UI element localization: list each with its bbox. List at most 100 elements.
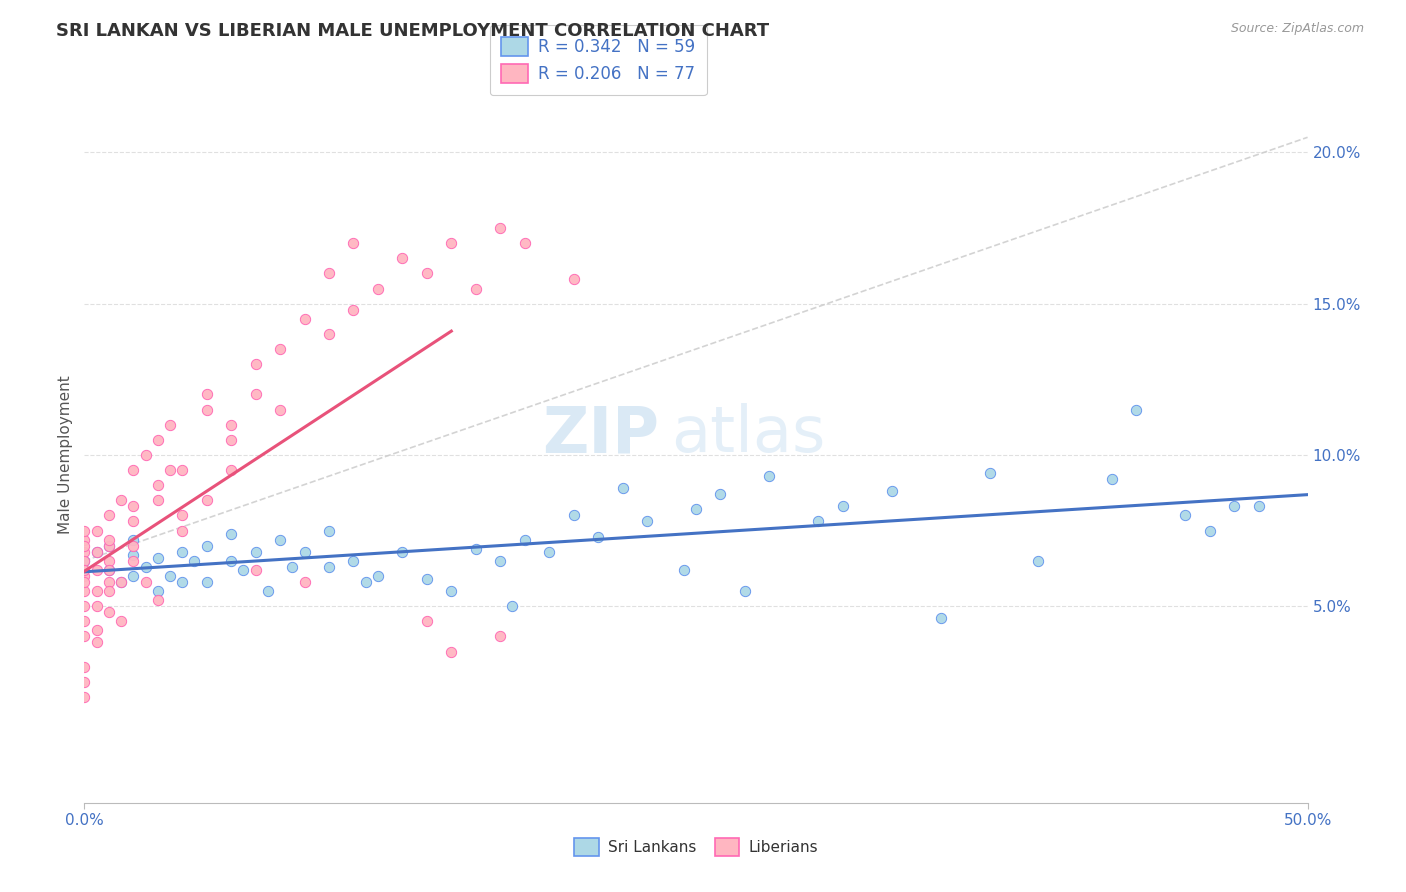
Point: [86, 563, 108, 577]
Point: [122, 500, 145, 514]
Point: [122, 533, 145, 547]
Point: [367, 569, 389, 583]
Point: [245, 545, 267, 559]
Point: [122, 463, 145, 477]
Point: [538, 545, 561, 559]
Point: [135, 559, 157, 574]
Point: [464, 281, 486, 295]
Point: [73, 569, 96, 583]
Point: [73, 584, 96, 599]
Point: [318, 559, 340, 574]
Point: [172, 524, 194, 538]
Point: [97, 539, 120, 553]
Point: [269, 342, 291, 356]
Point: [219, 526, 242, 541]
Point: [709, 487, 731, 501]
Point: [1174, 508, 1197, 523]
Point: [294, 545, 316, 559]
Point: [562, 508, 585, 523]
Point: [489, 554, 512, 568]
Point: [195, 493, 218, 508]
Point: [1125, 402, 1147, 417]
Point: [929, 611, 952, 625]
Point: [146, 493, 169, 508]
Point: [195, 387, 218, 401]
Point: [86, 584, 108, 599]
Point: [86, 545, 108, 559]
Y-axis label: Male Unemployment: Male Unemployment: [58, 376, 73, 534]
Point: [685, 502, 707, 516]
Point: [97, 584, 120, 599]
Point: [612, 481, 634, 495]
Point: [97, 554, 120, 568]
Point: [135, 448, 157, 462]
Point: [489, 221, 512, 235]
Point: [367, 281, 389, 295]
Legend: Sri Lankans, Liberians: Sri Lankans, Liberians: [565, 829, 827, 864]
Point: [122, 539, 145, 553]
Point: [318, 524, 340, 538]
Point: [135, 574, 157, 589]
Text: SRI LANKAN VS LIBERIAN MALE UNEMPLOYMENT CORRELATION CHART: SRI LANKAN VS LIBERIAN MALE UNEMPLOYMENT…: [56, 22, 769, 40]
Point: [73, 545, 96, 559]
Point: [73, 554, 96, 568]
Point: [86, 599, 108, 614]
Point: [97, 563, 120, 577]
Point: [219, 463, 242, 477]
Point: [172, 545, 194, 559]
Point: [86, 635, 108, 649]
Point: [979, 466, 1001, 480]
Point: [245, 563, 267, 577]
Point: [146, 478, 169, 492]
Point: [172, 574, 194, 589]
Point: [195, 402, 218, 417]
Point: [440, 644, 463, 658]
Point: [440, 236, 463, 251]
Point: [440, 584, 463, 599]
Point: [73, 674, 96, 689]
Point: [195, 539, 218, 553]
Point: [391, 545, 413, 559]
Point: [232, 563, 254, 577]
Point: [342, 554, 364, 568]
Point: [73, 533, 96, 547]
Point: [416, 572, 439, 586]
Point: [1101, 472, 1123, 486]
Point: [502, 599, 524, 614]
Point: [97, 605, 120, 619]
Point: [513, 236, 536, 251]
Point: [73, 629, 96, 643]
Point: [73, 563, 96, 577]
Point: [342, 236, 364, 251]
Point: [97, 563, 120, 577]
Point: [146, 433, 169, 447]
Point: [294, 311, 316, 326]
Point: [245, 357, 267, 371]
Point: [1198, 524, 1220, 538]
Point: [281, 559, 304, 574]
Point: [73, 599, 96, 614]
Point: [122, 554, 145, 568]
Point: [636, 515, 658, 529]
Point: [219, 433, 242, 447]
Point: [416, 615, 439, 629]
Point: [672, 563, 695, 577]
Point: [416, 267, 439, 281]
Point: [269, 533, 291, 547]
Point: [86, 545, 108, 559]
Point: [73, 554, 96, 568]
Point: [183, 554, 205, 568]
Point: [391, 252, 413, 266]
Point: [294, 574, 316, 589]
Point: [342, 302, 364, 317]
Point: [354, 574, 377, 589]
Point: [586, 530, 609, 544]
Point: [489, 629, 512, 643]
Point: [245, 387, 267, 401]
Point: [219, 417, 242, 432]
Point: [73, 524, 96, 538]
Point: [110, 493, 132, 508]
Point: [195, 574, 218, 589]
Point: [807, 515, 830, 529]
Point: [172, 463, 194, 477]
